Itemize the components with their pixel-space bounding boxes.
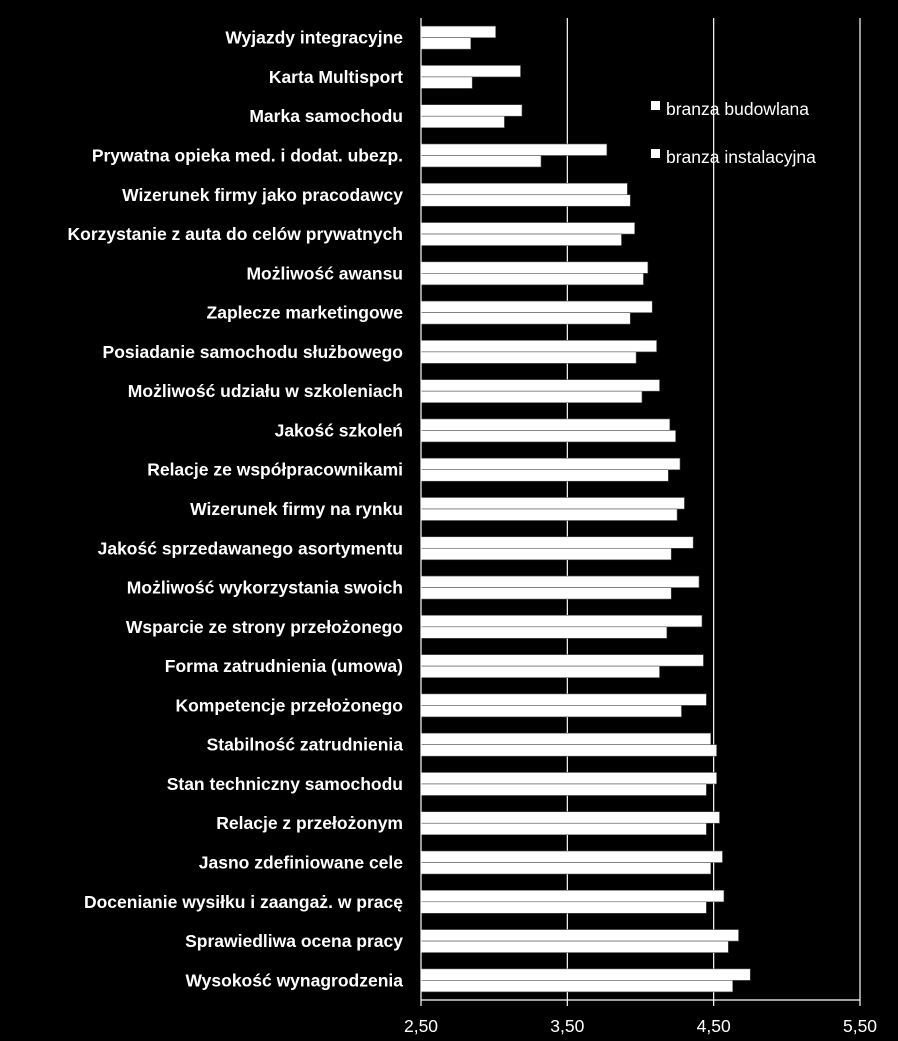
bar-budowlana — [420, 732, 712, 745]
category-label: Kompetencje przełożonego — [175, 695, 403, 715]
category-label: Wyjazdy integracyjne — [225, 28, 403, 48]
bar-budowlana — [420, 889, 725, 903]
bar-budowlana — [420, 104, 523, 117]
bar-budowlana — [420, 536, 694, 549]
bar-instalacyjna — [420, 901, 707, 914]
bar-budowlana — [420, 25, 496, 38]
bar-budowlana — [420, 772, 717, 785]
bar-instalacyjna — [420, 940, 729, 953]
x-tick-label: 2,50 — [404, 1016, 438, 1036]
category-label: Wysokość wynagrodzenia — [185, 970, 403, 990]
bar-instalacyjna — [420, 155, 542, 168]
category-label: Korzystanie z auta do celów prywatnych — [68, 224, 404, 244]
legend-label-instalacyjna: branza instalacyjna — [666, 147, 816, 167]
bar-instalacyjna — [420, 430, 676, 443]
bar-instalacyjna — [420, 390, 643, 403]
legend-swatch-instalacyjna — [651, 149, 660, 158]
bar-instalacyjna — [420, 508, 678, 521]
bar-budowlana — [420, 811, 720, 824]
legend-label-budowlana: branza budowlana — [666, 99, 809, 119]
bar-budowlana — [420, 497, 685, 510]
category-label: Możliwość udziału w szkoleniach — [128, 381, 403, 401]
legend-swatch-budowlana — [651, 101, 660, 110]
category-label: Stabilność zatrudnienia — [207, 735, 404, 755]
category-label: Relacje ze współpracownikami — [147, 460, 403, 480]
bar-instalacyjna — [420, 980, 733, 993]
category-label: Marka samochodu — [249, 106, 403, 126]
category-label: Relacje z przełożonym — [216, 813, 403, 833]
bar-budowlana — [420, 340, 657, 353]
bar-instalacyjna — [420, 705, 682, 718]
category-label: Prywatna opieka med. i dodat. ubezp. — [92, 145, 403, 165]
category-label: Jakość sprzedawanego asortymentu — [98, 538, 403, 558]
category-label: Możliwość wykorzystania swoich — [127, 578, 403, 598]
bar-budowlana — [420, 654, 704, 667]
bar-instalacyjna — [420, 115, 505, 128]
bar-budowlana — [420, 693, 707, 706]
bar-instalacyjna — [420, 312, 631, 325]
bar-instalacyjna — [420, 665, 660, 678]
bar-instalacyjna — [420, 37, 472, 50]
x-tick-label: 3,50 — [550, 1016, 584, 1036]
bar-instalacyjna — [420, 744, 717, 757]
bar-budowlana — [420, 222, 635, 235]
bar-budowlana — [420, 968, 751, 981]
bar-budowlana — [420, 143, 608, 156]
bar-instalacyjna — [420, 587, 672, 600]
bar-budowlana — [420, 575, 700, 588]
bar-instalacyjna — [420, 233, 622, 246]
legend: branza budowlana branza instalacyjna — [651, 99, 816, 167]
bar-instalacyjna — [420, 547, 672, 561]
bar-budowlana — [420, 929, 739, 942]
bar-budowlana — [420, 182, 628, 196]
bar-budowlana — [420, 615, 703, 628]
bar-budowlana — [420, 261, 649, 274]
bar-instalacyjna — [420, 194, 631, 207]
bar-budowlana — [420, 379, 660, 392]
x-tick-label: 4,50 — [697, 1016, 731, 1036]
category-label: Docenianie wysiłku i zaangaż. w pracę — [84, 892, 403, 912]
bar-instalacyjna — [420, 822, 707, 836]
bars — [420, 25, 751, 993]
category-label: Sprawiedliwa ocena pracy — [185, 931, 403, 951]
category-label: Zaplecze marketingowe — [207, 303, 404, 323]
x-axis: 2,50 3,50 4,50 5,50 — [404, 18, 877, 1036]
category-label: Posiadanie samochodu służbowego — [103, 342, 403, 362]
bar-instalacyjna — [420, 626, 668, 639]
bar-budowlana — [420, 418, 671, 431]
bar-instalacyjna — [420, 76, 473, 89]
category-label: Możliwość awansu — [246, 263, 403, 283]
bar-instalacyjna — [420, 862, 712, 875]
category-label: Karta Multisport — [269, 67, 403, 87]
bar-instalacyjna — [420, 783, 707, 796]
bar-budowlana — [420, 300, 653, 313]
x-tick-label: 5,50 — [843, 1016, 877, 1036]
category-label: Wizerunek firmy jako pracodawcy — [122, 185, 403, 205]
category-label: Wizerunek firmy na rynku — [190, 499, 403, 519]
category-label: Jakość szkoleń — [275, 420, 403, 440]
bar-budowlana — [420, 850, 723, 863]
category-label: Stan techniczny samochodu — [167, 774, 403, 794]
bar-instalacyjna — [420, 469, 669, 482]
category-labels: Wyjazdy integracyjne Karta Multisport Mark… — [68, 28, 404, 991]
bar-instalacyjna — [420, 273, 644, 286]
category-label: Forma zatrudnienia (umowa) — [165, 656, 403, 676]
bar-budowlana — [420, 457, 681, 471]
category-label: Wsparcie ze strony przełożonego — [126, 617, 403, 637]
bar-instalacyjna — [420, 351, 637, 364]
bar-budowlana — [420, 65, 521, 78]
category-label: Jasno zdefiniowane cele — [199, 853, 403, 873]
